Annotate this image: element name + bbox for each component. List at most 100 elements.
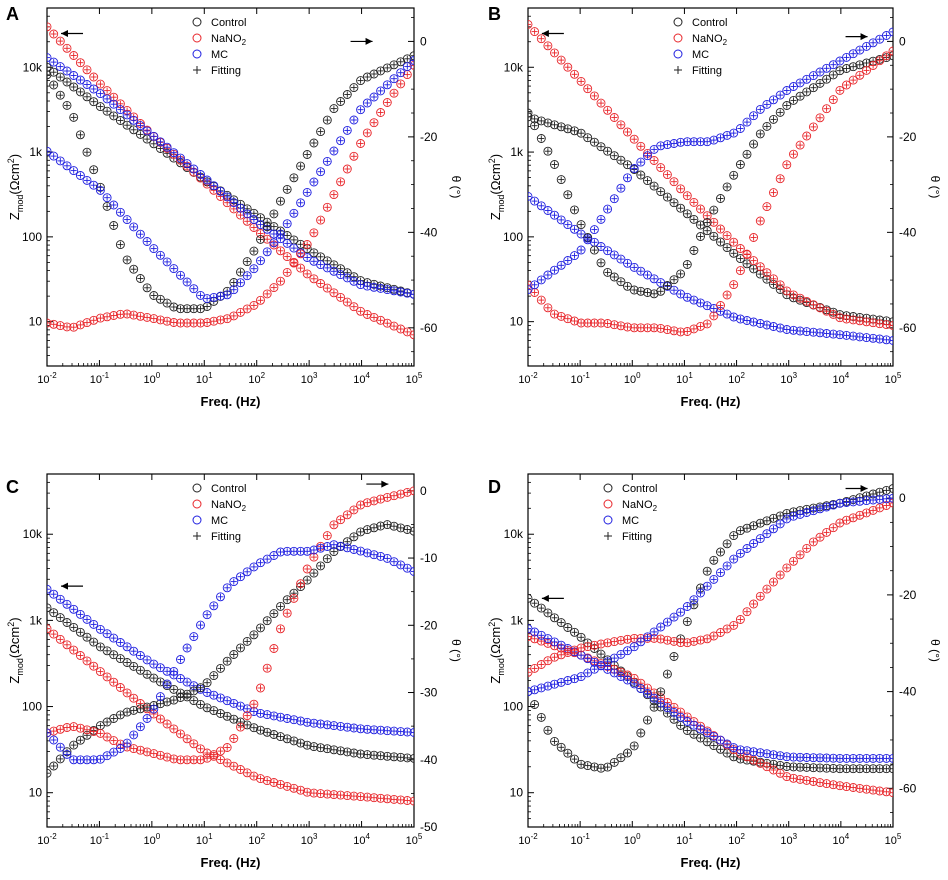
y-tick-label: 100	[22, 700, 42, 714]
data-point	[808, 777, 818, 786]
data-point	[322, 720, 332, 730]
data-point	[209, 316, 219, 326]
data-point	[49, 151, 59, 161]
data-point	[89, 619, 99, 629]
data-point	[636, 684, 646, 694]
data-point	[749, 256, 759, 266]
data-point	[189, 739, 199, 749]
data-point	[702, 581, 712, 591]
data-point	[55, 724, 65, 734]
data-point	[769, 114, 778, 124]
data-point	[848, 513, 858, 523]
data-point	[362, 498, 372, 508]
data-point	[563, 190, 573, 200]
data-point	[722, 182, 732, 192]
x-tick-label: 10-1	[90, 832, 110, 847]
data-point	[75, 723, 85, 733]
data-point	[196, 318, 205, 328]
data-point	[75, 58, 85, 68]
data-point	[155, 699, 165, 709]
data-point	[296, 579, 306, 589]
data-point	[629, 134, 639, 144]
y2-axis-label: θ (°)	[928, 639, 942, 662]
data-point	[47, 768, 52, 778]
data-point	[722, 231, 732, 241]
data-point	[596, 318, 606, 328]
data-point	[302, 150, 312, 159]
data-point	[623, 634, 632, 644]
data-point	[775, 280, 785, 290]
data-point	[570, 205, 579, 215]
data-point	[209, 601, 219, 611]
data-point	[616, 155, 626, 165]
data-point	[822, 104, 832, 114]
data-point	[396, 795, 406, 805]
data-point	[603, 105, 613, 115]
data-point	[888, 46, 893, 56]
data-point	[755, 104, 765, 114]
data-point	[47, 624, 52, 634]
data-point	[142, 714, 152, 723]
data-point	[89, 84, 99, 94]
data-point	[596, 763, 606, 773]
data-point	[155, 677, 165, 687]
data-point	[716, 133, 725, 143]
data-point	[196, 170, 205, 179]
x-tick-label: 102	[728, 832, 745, 847]
x-tick-label: 104	[833, 371, 850, 386]
data-point	[550, 265, 559, 275]
data-point	[842, 314, 851, 324]
data-point	[855, 70, 865, 80]
data-point	[349, 532, 359, 542]
data-point	[656, 687, 666, 697]
data-point	[142, 747, 152, 757]
data-point	[376, 521, 386, 531]
x-tick-label: 100	[624, 371, 641, 386]
data-point	[556, 175, 566, 185]
data-point	[662, 192, 672, 202]
data-point	[402, 796, 412, 805]
data-point	[596, 258, 606, 268]
data-point	[155, 294, 165, 304]
data-point	[349, 151, 359, 161]
arrow-left-icon	[541, 30, 564, 38]
data-point	[316, 543, 326, 553]
data-point	[69, 51, 79, 60]
data-point	[102, 646, 112, 656]
data-point	[75, 320, 85, 330]
data-point	[862, 58, 871, 68]
data-point	[356, 724, 366, 734]
arrow-right-icon	[366, 480, 389, 488]
data-point	[396, 68, 406, 78]
data-point	[349, 115, 359, 125]
data-point	[649, 156, 659, 165]
data-point	[409, 60, 414, 70]
legend-label: Control	[622, 483, 657, 495]
data-point	[742, 523, 752, 533]
x-tick-label: 101	[676, 371, 693, 386]
data-point	[47, 62, 52, 72]
data-point	[302, 717, 312, 727]
data-point	[376, 793, 386, 803]
data-point	[47, 318, 52, 328]
data-point	[656, 323, 666, 333]
data-point	[789, 511, 798, 521]
y2-tick-label: 0	[899, 34, 906, 48]
data-point	[782, 325, 792, 334]
data-point	[616, 277, 626, 287]
data-point	[316, 719, 326, 729]
data-point	[169, 695, 179, 705]
data-point	[162, 298, 172, 308]
data-point	[709, 205, 719, 215]
series-Control-Z	[47, 603, 414, 763]
data-point	[749, 599, 759, 609]
legend-label: Control	[692, 17, 727, 29]
data-point	[835, 330, 845, 340]
data-point	[662, 140, 672, 150]
data-point	[649, 702, 659, 712]
data-point	[55, 72, 65, 82]
x-tick-label: 101	[196, 371, 213, 386]
legend-marker-circle	[603, 515, 613, 525]
data-point	[95, 102, 105, 112]
data-point	[249, 771, 259, 781]
